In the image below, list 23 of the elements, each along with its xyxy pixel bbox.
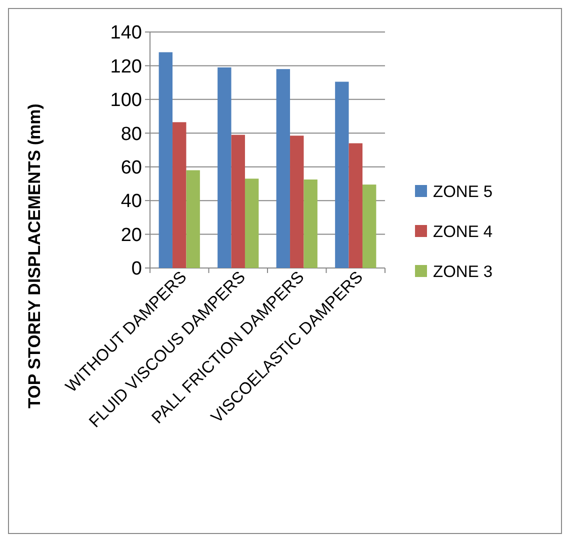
- y-axis-title: TOP STOREY DISPLACEMENTS (mm): [25, 104, 44, 408]
- bar: [290, 136, 304, 268]
- bar: [362, 184, 376, 268]
- bar: [276, 69, 290, 268]
- y-tick-label: 40: [120, 191, 142, 212]
- bar: [186, 170, 200, 268]
- bar: [231, 134, 245, 268]
- y-tick-label: 120: [110, 56, 142, 78]
- legend-label: ZONE 5: [433, 182, 493, 201]
- y-tick-label: 140: [110, 22, 142, 44]
- bar: [172, 122, 186, 268]
- bar: [335, 82, 349, 268]
- legend-label: ZONE 4: [433, 222, 493, 241]
- legend-label: ZONE 3: [433, 262, 493, 281]
- y-tick-label: 80: [120, 124, 142, 145]
- y-tick-label: 100: [110, 90, 142, 112]
- bar: [244, 178, 259, 268]
- bar: [348, 143, 362, 268]
- y-tick-label: 20: [120, 224, 142, 246]
- bar: [158, 52, 173, 268]
- y-tick-label: 60: [120, 158, 142, 179]
- bar: [218, 67, 232, 268]
- bar: [304, 180, 318, 268]
